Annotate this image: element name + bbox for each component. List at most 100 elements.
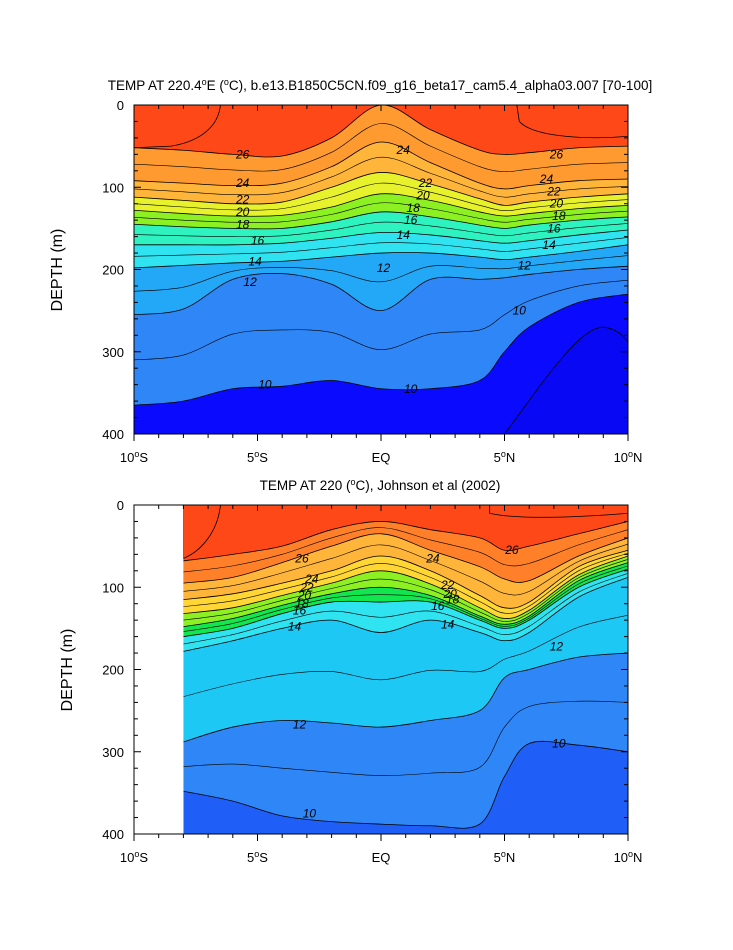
- y-axis: 0 100 200 300 400: [102, 498, 628, 842]
- contour-fill-warm: [134, 105, 221, 149]
- x-tick-label: 10oN: [614, 849, 643, 865]
- y-tick-label: 200: [102, 663, 124, 678]
- contour-label: 24: [396, 143, 411, 157]
- x-tick-label: 5oS: [247, 449, 268, 465]
- contour-line: [183, 549, 628, 609]
- contour-label: 16: [431, 599, 445, 613]
- y-axis-label: DEPTH (m): [59, 629, 76, 712]
- contour-line: [134, 265, 628, 316]
- contour-line: [183, 543, 628, 596]
- contour-label: 20: [442, 587, 457, 601]
- contour-line: [183, 568, 628, 637]
- contour-label: 18: [236, 217, 250, 231]
- x-tick-label: 10oS: [120, 449, 148, 465]
- contour-line: [183, 740, 628, 829]
- contour-label: 26: [294, 551, 309, 565]
- contour-line: [183, 552, 628, 614]
- contour-label: 12: [377, 261, 391, 275]
- plot-area: 2624222018161412102624222018161412100100…: [102, 498, 642, 865]
- y-tick-label: 0: [117, 498, 124, 513]
- x-tick-label: 10oS: [120, 849, 148, 865]
- contour-line: [134, 229, 628, 246]
- contour-label: 10: [513, 304, 527, 318]
- contour-label: 12: [550, 639, 564, 653]
- x-tick-label: 5oS: [247, 849, 268, 865]
- contour-line: [134, 293, 628, 406]
- contour-line: [134, 279, 628, 361]
- contour-line: [183, 572, 628, 645]
- contour-label: 20: [297, 588, 312, 602]
- x-tick-label: EQ: [372, 450, 391, 465]
- contour-line: [134, 156, 628, 198]
- contour-label: 22: [418, 176, 433, 190]
- chart-title: TEMP AT 220.4oE (oC), b.e13.B1850C5CN.f0…: [108, 77, 652, 93]
- contour-line: [134, 141, 628, 190]
- x-tick-label: EQ: [372, 850, 391, 865]
- x-axis: 10oS 5oS EQ 5oN 10oN: [120, 105, 643, 465]
- plot-area: 2624222018161412102624222018161412102422…: [102, 98, 642, 465]
- contour-label: 18: [295, 597, 309, 611]
- x-axis: 10oS 5oS EQ 5oN 10oN: [120, 505, 643, 865]
- contour-line: [134, 105, 628, 158]
- y-tick-label: 100: [102, 580, 124, 595]
- y-tick-label: 400: [102, 427, 124, 442]
- contour-label: 14: [288, 620, 302, 634]
- contour-line: [183, 577, 628, 652]
- x-tick-label: 5oN: [494, 449, 516, 465]
- contour-line: [134, 123, 628, 172]
- chart-panel-observations: TEMP AT 220 (oC), Johnson et al (2002) 2…: [59, 477, 642, 865]
- contour-line: [183, 555, 628, 619]
- contour-fill-band: [183, 505, 628, 561]
- chart-panel-model: TEMP AT 220.4oE (oC), b.e13.B1850C5CN.f0…: [49, 77, 652, 465]
- contour-line: [134, 182, 628, 212]
- y-tick-label: 300: [102, 745, 124, 760]
- contour-label: 22: [440, 578, 455, 592]
- contour-label: 18: [552, 209, 566, 223]
- contour-fill-deepest: [503, 326, 628, 434]
- y-tick-label: 400: [102, 827, 124, 842]
- contour-line: [134, 211, 628, 230]
- contour-line: [134, 193, 628, 217]
- y-tick-label: 100: [102, 180, 124, 195]
- contour-label: 10: [552, 737, 566, 751]
- contour-label: 18: [446, 593, 460, 607]
- contour-label: 16: [547, 221, 561, 235]
- contour-line: [134, 244, 628, 269]
- contour-line: [183, 562, 628, 628]
- contour-label: 12: [518, 258, 532, 272]
- contour-label: 14: [441, 617, 455, 631]
- y-tick-label: 300: [102, 345, 124, 360]
- contour-line: [183, 565, 628, 632]
- contour-label: 20: [415, 188, 430, 202]
- chart-title: TEMP AT 220 (oC), Johnson et al (2002): [260, 477, 501, 493]
- contour-label: 18: [406, 201, 420, 215]
- contour-label: 26: [504, 543, 519, 557]
- contour-line: [134, 172, 628, 206]
- contour-label: 14: [248, 254, 262, 268]
- y-tick-label: 200: [102, 263, 124, 278]
- contour-line: [134, 255, 628, 292]
- contour-fill-band: [134, 105, 628, 158]
- contour-line: [183, 527, 628, 573]
- y-tick-label: 0: [117, 98, 124, 113]
- contour-label: 16: [293, 603, 307, 617]
- contour-label: 24: [539, 172, 554, 186]
- y-axis: 0 100 200 300 400: [102, 98, 628, 442]
- contour-label: 10: [404, 382, 418, 396]
- x-tick-label: 5oN: [494, 849, 516, 865]
- contour-label: 14: [397, 228, 411, 242]
- contour-label: 20: [549, 197, 564, 211]
- contour-line: [183, 521, 628, 562]
- y-axis-label: DEPTH (m): [49, 229, 66, 312]
- contour-label: 16: [251, 234, 265, 248]
- contour-label: 10: [258, 378, 272, 392]
- contour-label: 16: [404, 213, 418, 227]
- x-tick-label: 10oN: [614, 449, 643, 465]
- contour-label: 22: [299, 580, 314, 594]
- contour-line: [183, 559, 628, 622]
- contour-label: 24: [304, 572, 319, 586]
- contour-label: 26: [235, 147, 250, 161]
- contour-line: [134, 221, 628, 237]
- contour-label: 22: [546, 184, 561, 198]
